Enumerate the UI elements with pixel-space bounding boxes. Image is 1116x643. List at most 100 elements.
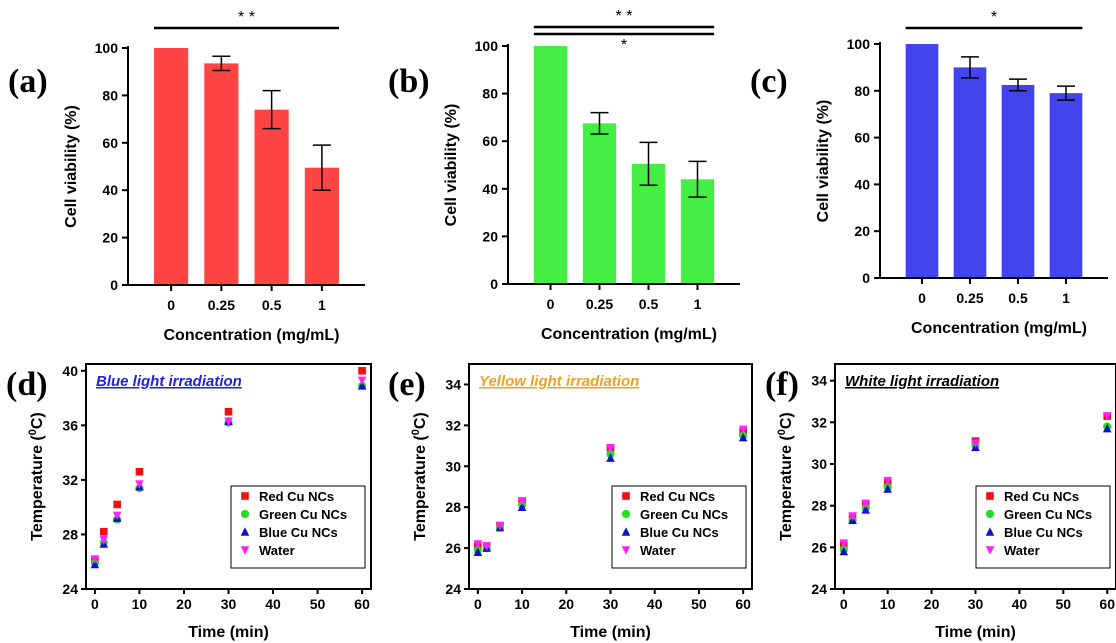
panel-letter: (e) [388,366,426,403]
x-tick-label: 20 [558,596,574,612]
y-tick-label: 80 [102,87,118,103]
x-tick-label: 60 [1099,596,1115,612]
x-tick-label: 40 [265,596,281,612]
x-axis-label: Concentration (mg/mL) [911,320,1087,337]
x-tick-label: 1 [694,296,702,312]
marker-triangle-up [839,546,849,556]
marker-square [986,492,994,500]
marker-triangle-down [985,546,995,555]
marker-triangle-down [883,476,892,486]
y-tick-label: 28 [62,526,78,542]
significance-label: * [991,9,997,26]
y-tick-label: 60 [854,130,870,146]
y-tick-label: 32 [62,472,78,488]
marker-triangle-down [473,540,483,549]
marker-triangle-down [482,542,491,551]
bar-panel-1: 0 20 40 60 80 100 0 0.25 0.5 1 Concentration (mg/m… [388,8,740,343]
marker-triangle-down [90,555,100,564]
x-tick-label: 10 [514,596,530,612]
y-tick-label: 0 [862,270,870,286]
marker-triangle-down [112,511,122,521]
marker-triangle-down [240,546,250,555]
marker-triangle-down [224,417,233,427]
marker-triangle-up [861,505,871,514]
y-tick-label: 20 [854,223,870,239]
marker-triangle-down [357,376,367,386]
x-tick-label: 60 [354,596,370,612]
bar [582,123,617,284]
marker-square [241,492,249,500]
x-axis-label: Concentration (mg/mL) [164,327,340,344]
x-tick-label: 0.25 [956,290,983,306]
x-tick-label: 50 [310,596,326,612]
legend-label: Red Cu NCs [1004,489,1079,504]
marker-triangle-up [1102,423,1112,433]
y-axis-label: Temperature (0C) [27,412,46,541]
legend-label: Green Cu NCs [640,507,728,522]
x-axis-label: Time (min) [935,624,1016,641]
y-tick-label: 40 [62,363,78,379]
x-tick-label: 50 [1056,596,1072,612]
y-tick-label: 34 [445,376,461,392]
marker-triangle-down [517,497,527,506]
bar [905,44,939,278]
y-tick-label: 40 [482,181,498,197]
x-tick-label: 60 [735,596,751,612]
marker-circle [240,509,250,519]
marker-square [358,367,366,375]
marker-triangle-up [883,484,892,493]
marker-triangle-down [621,546,631,555]
marker-triangle-down [861,499,871,509]
x-tick-label: 0 [91,596,99,612]
bar [204,63,239,285]
y-tick-label: 34 [811,373,827,389]
y-tick-label: 60 [482,133,498,149]
marker-triangle-down [971,439,980,448]
x-tick-label: 0 [474,596,482,612]
legend-box [975,485,1111,569]
x-tick-label: 0.5 [1008,290,1028,306]
x-tick-label: 1 [1062,290,1070,306]
x-tick-label: 0 [918,290,926,306]
x-tick-label: 10 [132,596,148,612]
y-tick-label: 24 [445,581,461,597]
marker-triangle-down [839,539,849,548]
legend-label: Green Cu NCs [259,507,347,522]
y-tick-label: 60 [102,135,118,151]
panel-title: Blue light irradiation [96,373,242,390]
panel-letter: (f) [765,366,799,403]
x-tick-label: 30 [968,596,984,612]
x-tick-label: 50 [691,596,707,612]
x-axis-label: Time (min) [570,624,651,641]
x-tick-label: 0.25 [208,297,235,313]
x-axis-label: Time (min) [188,624,269,641]
marker-triangle-up [621,527,631,536]
marker-square [622,492,630,500]
y-axis-label: Temperature (0C) [776,412,795,541]
marker-triangle-up [90,559,100,569]
marker-square [224,407,233,416]
x-tick-label: 40 [1012,596,1028,612]
marker-triangle-down [848,512,857,521]
panel-letter: (c) [750,63,788,100]
y-tick-label: 100 [475,38,499,54]
x-tick-label: 20 [176,596,192,612]
y-tick-label: 40 [854,176,870,192]
x-tick-label: 0 [547,296,555,312]
scatter-panel-1: 0 10 20 30 40 50 60 24 26 28 30 32 34 Time (min) Tempe… [388,363,753,641]
panel-title: White light irradiation [845,373,999,390]
marker-triangle-down [135,480,144,489]
y-tick-label: 24 [62,581,78,597]
y-axis-label: Cell viability (%) [443,104,460,227]
y-axis-label: Cell viability (%) [63,105,80,228]
x-tick-label: 0 [840,596,848,612]
x-tick-label: 30 [603,596,619,612]
marker-triangle-down [99,536,109,545]
y-axis-label: Cell viability (%) [815,100,832,223]
legend-label: Blue Cu NCs [640,525,719,540]
panel-letter: (d) [6,366,48,403]
y-tick-label: 24 [811,581,827,597]
y-tick-label: 32 [445,417,461,433]
y-axis-label: Temperature (0C) [410,412,429,541]
marker-square [113,500,121,509]
